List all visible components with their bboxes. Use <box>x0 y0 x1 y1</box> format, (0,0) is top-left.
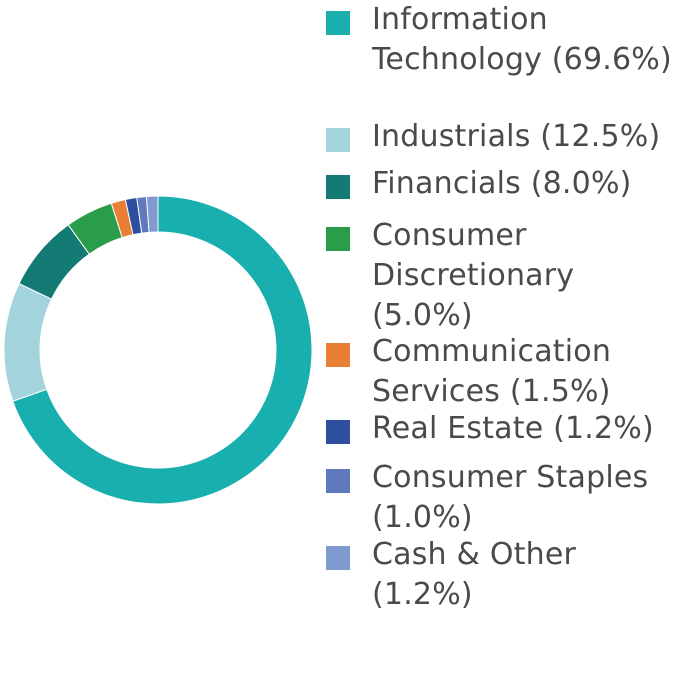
legend-label: Information Technology (69.6%) <box>372 2 672 77</box>
legend-swatch <box>326 469 350 493</box>
legend-label: Industrials (12.5%) <box>372 119 661 154</box>
legend-label: Consumer Discretionary (5.0%) <box>372 218 575 333</box>
legend-label: Financials (8.0%) <box>372 166 632 201</box>
legend-swatch <box>326 128 350 152</box>
legend-swatch <box>326 420 350 444</box>
legend-swatch <box>326 175 350 199</box>
legend-swatch <box>326 11 350 35</box>
legend-label: Cash & Other (1.2%) <box>372 537 577 612</box>
legend-label: Real Estate (1.2%) <box>372 411 654 446</box>
legend-label: Consumer Staples (1.0%) <box>372 460 649 535</box>
legend-swatch <box>326 227 350 251</box>
donut-slice-7 <box>145 195 159 233</box>
donut-slice-0 <box>12 195 313 505</box>
legend-swatch <box>326 343 350 367</box>
legend-swatch <box>326 546 350 570</box>
legend-label: Communication Services (1.5%) <box>372 334 612 409</box>
